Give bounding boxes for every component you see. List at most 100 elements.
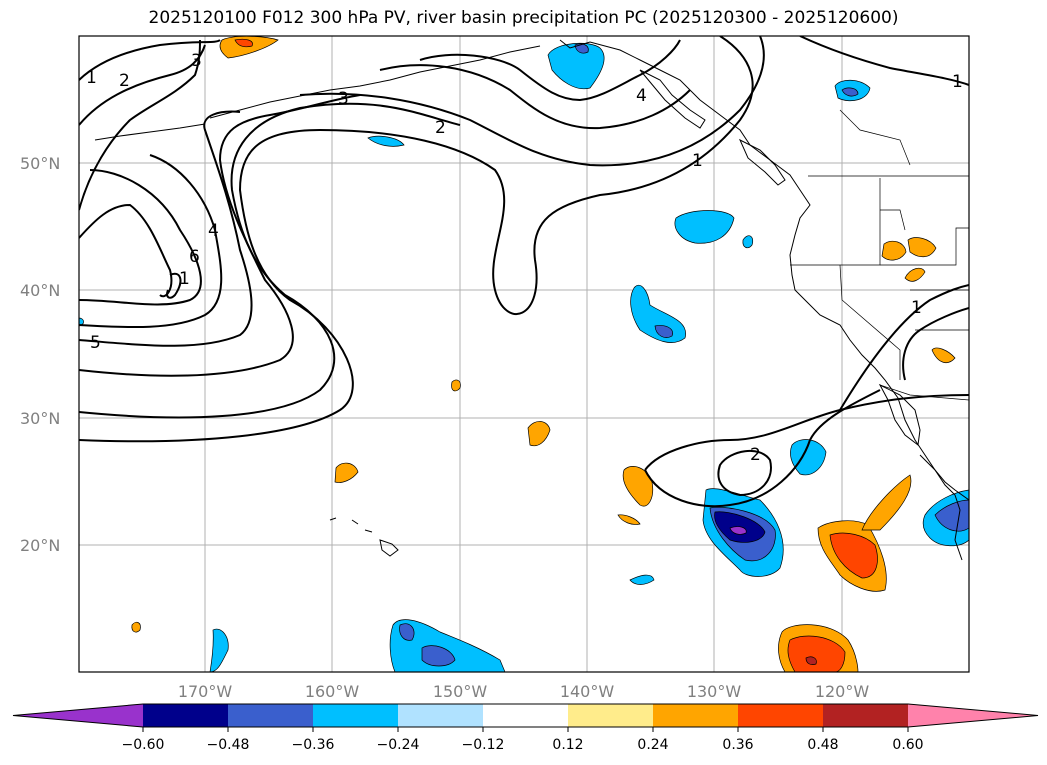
precip-blob — [617, 514, 641, 525]
map-title: 2025120100 F012 300 hPa PV, river basin … — [148, 8, 899, 28]
colorbar-tick-label: −0.24 — [377, 737, 420, 753]
coastlines — [94, 39, 969, 561]
lat-label: 20°N — [20, 536, 60, 555]
colorbar-tick-label: −0.48 — [207, 737, 250, 753]
pv-contour — [166, 272, 182, 299]
pv-contour — [79, 154, 223, 329]
map-area — [79, 36, 969, 672]
colorbar-swatch — [738, 704, 823, 727]
pv-contour — [79, 39, 221, 81]
colorbar-swatch — [398, 704, 483, 727]
colorbar-swatch — [823, 704, 908, 727]
pv-contour — [79, 169, 202, 306]
precip-blob — [934, 499, 969, 532]
contour-label: 2 — [750, 445, 761, 465]
precip-blob — [547, 42, 605, 90]
lon-labels: 170°W 160°W 150°W 140°W 130°W 120°W — [178, 682, 870, 701]
precip-blob — [421, 645, 456, 667]
precip-blob — [742, 235, 754, 249]
precip-blob — [841, 87, 859, 97]
political-borders — [790, 109, 969, 401]
pv-contour — [79, 39, 201, 211]
precip-blob — [805, 656, 817, 665]
border-us-mexico — [879, 384, 969, 401]
pv-contour — [839, 284, 969, 411]
pv-contour — [79, 203, 173, 298]
pv-contour — [79, 36, 754, 443]
contour-label: 4 — [208, 221, 219, 241]
colorbar-swatch — [653, 704, 738, 727]
precip-blobs — [79, 36, 969, 672]
coastline-hawaii — [329, 517, 399, 557]
precip-blob — [234, 38, 253, 48]
precip-blob — [861, 474, 912, 531]
precip-blob — [829, 532, 878, 579]
coastline-vancouver-island — [738, 138, 786, 186]
colorbar-swatch — [143, 704, 228, 727]
contour-labels: 1 2 3 3 4 2 1 4 6 1 5 2 1 1 — [86, 51, 963, 465]
contour-label: 2 — [435, 118, 446, 138]
precip-blob — [931, 347, 956, 364]
contour-label: 1 — [952, 72, 963, 92]
lon-label: 120°W — [815, 682, 870, 701]
precip-blob — [907, 237, 937, 258]
precip-blob — [451, 379, 461, 392]
colorbar-tick-label: 0.48 — [807, 737, 838, 753]
precip-blob — [209, 628, 229, 672]
lat-labels: 50°N 40°N 30°N 20°N — [20, 154, 60, 555]
precip-blob — [881, 240, 907, 261]
precip-blob — [654, 325, 673, 338]
lat-label: 40°N — [20, 281, 60, 300]
precip-blob — [334, 462, 359, 483]
precip-blob — [389, 619, 506, 672]
colorbar-tick-label: −0.36 — [292, 737, 335, 753]
coastline-north-america — [559, 39, 969, 501]
precip-blob — [629, 574, 655, 585]
contour-label: 1 — [86, 68, 97, 88]
pv-contour — [79, 44, 206, 126]
contour-label: 3 — [338, 89, 349, 109]
pv-contour — [419, 39, 681, 102]
border-state — [839, 264, 901, 380]
pv-contour — [79, 110, 253, 347]
pv-contour — [644, 394, 969, 471]
colorbar-tick-label: 0.24 — [637, 737, 668, 753]
colorbar-tick-label: 0.12 — [552, 737, 583, 753]
precip-blob — [574, 43, 589, 54]
contour-label: 2 — [119, 71, 130, 91]
precip-blob — [131, 621, 141, 633]
pv-contour — [799, 36, 969, 86]
coastline-aleutians — [94, 123, 206, 141]
precip-blob — [399, 623, 415, 641]
precip-blob — [674, 210, 735, 244]
colorbar-swatch — [483, 704, 568, 727]
precip-blob — [527, 421, 551, 447]
colorbar: −0.60 −0.48 −0.36 −0.24 −0.12 0.12 0.24 0.36 0.4… — [12, 703, 1039, 753]
border-state — [880, 209, 906, 231]
colorbar-extend-max — [908, 704, 1038, 727]
gridlines — [79, 36, 969, 672]
lon-label: 150°W — [433, 682, 488, 701]
colorbar-swatch — [313, 704, 398, 727]
pv-contour — [644, 389, 881, 508]
contour-label: 1 — [692, 151, 703, 171]
precip-blob — [904, 267, 926, 282]
precip-blob — [787, 635, 846, 672]
pv-contour — [717, 449, 772, 497]
map-frame — [78, 35, 970, 673]
coastline-mexico — [919, 454, 963, 561]
colorbar-tick-label: −0.12 — [462, 737, 505, 753]
pv-contour — [379, 64, 691, 130]
precip-blob — [729, 526, 747, 535]
precip-blob — [622, 466, 654, 507]
lon-label: 140°W — [560, 682, 615, 701]
contour-label: 6 — [189, 247, 200, 267]
colorbar-swatch — [568, 704, 653, 727]
pv-contour — [299, 36, 765, 167]
coastline-baja — [878, 383, 921, 446]
pv-contour — [79, 102, 461, 419]
border-state — [839, 109, 911, 166]
precip-blob — [367, 135, 405, 147]
contour-label: 5 — [90, 333, 101, 353]
